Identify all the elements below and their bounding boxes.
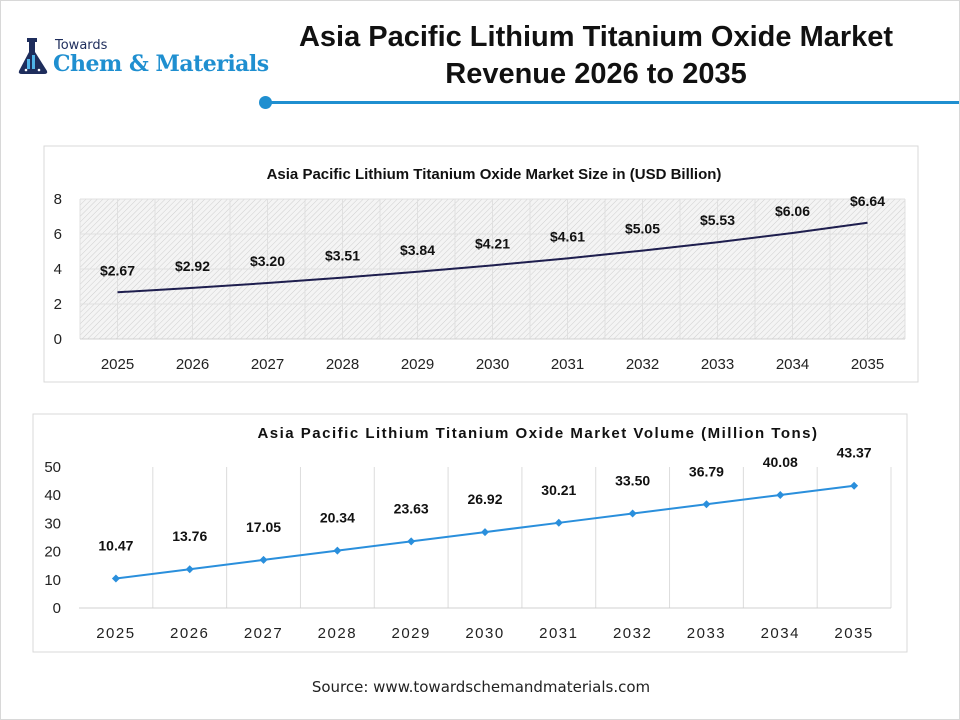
x-tick-label: 2030 bbox=[476, 356, 509, 373]
data-point bbox=[407, 537, 416, 546]
data-label: $3.51 bbox=[325, 248, 360, 264]
data-label: 17.05 bbox=[246, 519, 281, 535]
market-size-chart: Asia Pacific Lithium Titanium Oxide Mark… bbox=[43, 145, 919, 383]
x-tick-label: 2026 bbox=[176, 356, 209, 373]
x-tick-label: 2032 bbox=[613, 625, 652, 642]
x-tick-label: 2028 bbox=[326, 356, 359, 373]
title-line-2: Revenue 2026 to 2035 bbox=[445, 58, 747, 90]
y-tick-label: 0 bbox=[54, 331, 62, 348]
data-label: $2.92 bbox=[175, 258, 210, 274]
series-line bbox=[117, 221, 868, 294]
x-tick-label: 2031 bbox=[539, 625, 578, 642]
y-tick-label: 20 bbox=[44, 544, 61, 561]
data-label: $4.61 bbox=[550, 228, 585, 244]
x-tick-label: 2035 bbox=[851, 356, 884, 373]
y-tick-label: 8 bbox=[54, 191, 62, 208]
x-tick-label: 2033 bbox=[701, 356, 734, 373]
title-line-1: Asia Pacific Lithium Titanium Oxide Mark… bbox=[298, 21, 894, 53]
x-tick-label: 2025 bbox=[101, 356, 134, 373]
data-label: $5.53 bbox=[700, 212, 735, 228]
y-tick-label: 50 bbox=[44, 459, 61, 476]
x-tick-label: 2028 bbox=[318, 625, 357, 642]
data-label: 43.37 bbox=[837, 445, 872, 461]
x-tick-label: 2027 bbox=[251, 356, 284, 373]
y-tick-label: 40 bbox=[44, 487, 61, 504]
y-tick-label: 6 bbox=[54, 226, 62, 243]
data-label: $4.21 bbox=[475, 235, 510, 251]
data-point bbox=[850, 481, 859, 490]
x-tick-label: 2029 bbox=[391, 625, 430, 642]
data-point bbox=[628, 509, 637, 518]
data-label: 40.08 bbox=[763, 454, 798, 470]
data-label: $2.67 bbox=[100, 262, 135, 278]
source-note: Source: www.towardschemandmaterials.com bbox=[311, 678, 651, 696]
y-tick-label: 0 bbox=[53, 600, 61, 617]
x-tick-label: 2026 bbox=[170, 625, 209, 642]
data-point bbox=[554, 518, 563, 527]
data-point bbox=[333, 546, 342, 555]
data-label: 26.92 bbox=[467, 491, 502, 507]
flask-logo-icon bbox=[18, 38, 48, 74]
x-tick-label: 2025 bbox=[96, 625, 135, 642]
data-point bbox=[259, 555, 268, 564]
x-tick-label: 2033 bbox=[687, 625, 726, 642]
title-rule bbox=[266, 101, 959, 104]
data-point bbox=[702, 500, 711, 509]
market-volume-chart: Asia Pacific Lithium Titanium Oxide Mark… bbox=[32, 413, 908, 653]
data-point bbox=[111, 574, 120, 583]
chart-title: Asia Pacific Lithium Titanium Oxide Mark… bbox=[257, 425, 818, 442]
data-label: $3.84 bbox=[400, 242, 435, 258]
x-tick-label: 2034 bbox=[761, 625, 800, 642]
data-label: 13.76 bbox=[172, 528, 207, 544]
y-tick-label: 2 bbox=[54, 296, 62, 313]
data-label: $5.05 bbox=[625, 221, 660, 237]
y-tick-label: 30 bbox=[44, 515, 61, 532]
x-tick-label: 2029 bbox=[401, 356, 434, 373]
page-title: Asia Pacific Lithium Titanium Oxide Mark… bbox=[271, 19, 921, 93]
data-label: 36.79 bbox=[689, 463, 724, 479]
data-point bbox=[481, 528, 489, 537]
x-tick-label: 2030 bbox=[465, 625, 504, 642]
data-label: 20.34 bbox=[320, 510, 355, 526]
y-tick-label: 10 bbox=[44, 572, 61, 589]
data-label: 23.63 bbox=[394, 500, 429, 516]
x-tick-label: 2027 bbox=[244, 625, 283, 642]
data-label: $6.64 bbox=[850, 193, 885, 209]
data-point bbox=[776, 490, 785, 499]
data-point bbox=[185, 565, 194, 574]
y-tick-label: 4 bbox=[54, 261, 62, 278]
data-label: 30.21 bbox=[541, 482, 576, 498]
x-tick-label: 2035 bbox=[834, 625, 873, 642]
logo bbox=[17, 37, 267, 77]
logo-text-top: Towards bbox=[55, 38, 108, 53]
x-tick-label: 2034 bbox=[776, 356, 809, 373]
data-label: 33.50 bbox=[615, 473, 650, 489]
x-tick-label: 2032 bbox=[626, 356, 659, 373]
data-label: $6.06 bbox=[775, 203, 810, 219]
data-label: 10.47 bbox=[98, 537, 133, 553]
logo-text-main: Chem & Materials bbox=[53, 51, 269, 77]
x-tick-label: 2031 bbox=[551, 356, 584, 373]
data-label: $3.20 bbox=[250, 253, 285, 269]
title-rule-dot bbox=[259, 96, 272, 109]
chart-title: Asia Pacific Lithium Titanium Oxide Mark… bbox=[267, 166, 722, 183]
